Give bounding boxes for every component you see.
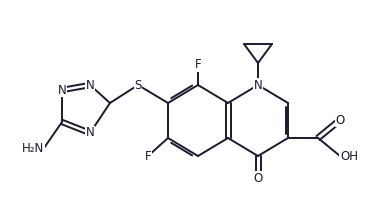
Text: F: F (195, 59, 201, 71)
Text: N: N (86, 126, 94, 139)
Text: O: O (253, 172, 263, 185)
Text: S: S (134, 78, 142, 91)
Text: N: N (58, 83, 66, 96)
Text: OH: OH (340, 150, 358, 163)
Text: N: N (254, 78, 262, 91)
Text: H₂N: H₂N (22, 142, 44, 154)
Text: O: O (336, 114, 345, 126)
Text: N: N (86, 78, 94, 91)
Text: F: F (145, 150, 151, 163)
